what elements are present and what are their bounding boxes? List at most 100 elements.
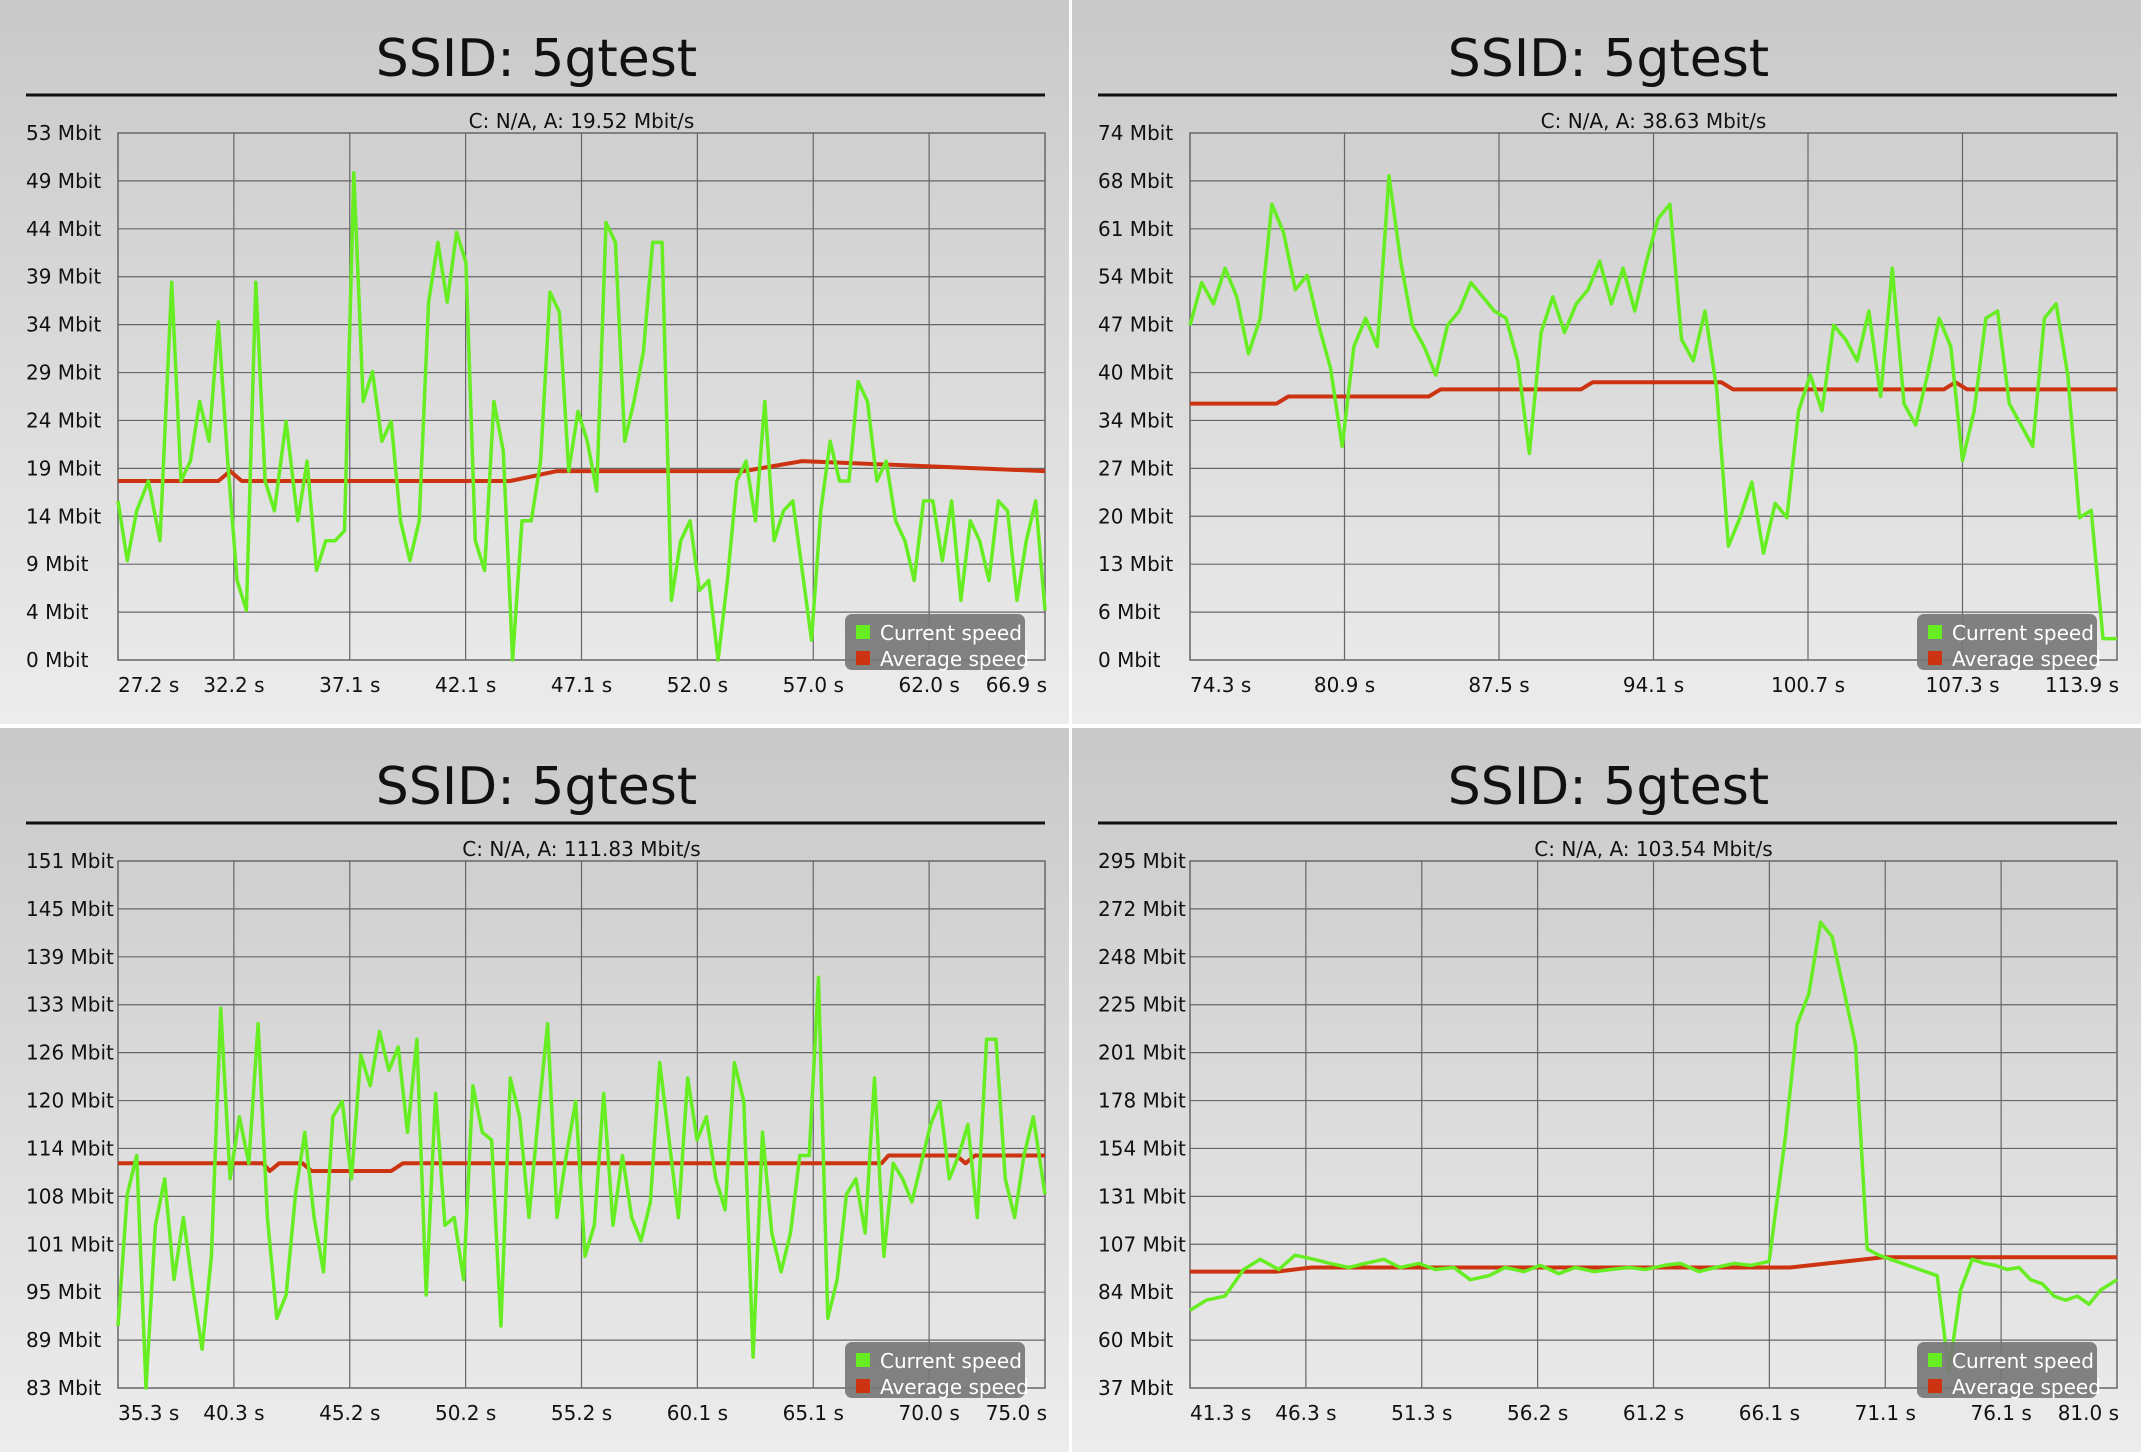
- x-tick-label: 56.2 s: [1507, 1401, 1568, 1425]
- y-tick-label: 114 Mbit: [26, 1136, 114, 1160]
- chart-panel-3: SSID: 5gtest C: N/A, A: 111.83 Mbit/s 83 M…: [0, 728, 1069, 1452]
- legend-swatch-current: [856, 1353, 870, 1367]
- y-tick-label: 272 Mbit: [1098, 897, 1186, 921]
- x-tick-label: 74.3 s: [1190, 673, 1251, 697]
- legend-box: [845, 614, 1025, 670]
- y-tick-label: 20 Mbit: [1098, 504, 1173, 528]
- chart-panel-4: SSID: 5gtest C: N/A, A: 103.54 Mbit/s 37 M…: [1072, 728, 2141, 1452]
- chart-subtitle: C: N/A, A: 38.63 Mbit/s: [1541, 109, 1767, 133]
- y-tick-label: 74 Mbit: [1098, 121, 1173, 145]
- x-tick-label: 55.2 s: [551, 1401, 612, 1425]
- panel-background: [1072, 728, 2141, 1452]
- legend-swatch-current: [1928, 1353, 1942, 1367]
- chart-svg: SSID: 5gtest C: N/A, A: 19.52 Mbit/s 0 Mbi…: [0, 0, 1069, 724]
- legend-swatch-average: [856, 651, 870, 665]
- current-speed-line: [116, 171, 1047, 662]
- legend-label-average: Average speed: [1952, 647, 2101, 671]
- y-tick-label: 0 Mbit: [1098, 648, 1161, 672]
- chart-title: SSID: 5gtest: [1448, 29, 1769, 89]
- y-tick-label: 131 Mbit: [1098, 1184, 1186, 1208]
- chart-svg: SSID: 5gtest C: N/A, A: 38.63 Mbit/s 0 Mbi…: [1072, 0, 2141, 724]
- y-tick-label: 49 Mbit: [26, 169, 101, 193]
- x-tick-label: 76.1 s: [1970, 1401, 2031, 1425]
- y-tick-label: 4 Mbit: [26, 600, 89, 624]
- panel-background: [0, 728, 1069, 1452]
- y-tick-label: 295 Mbit: [1098, 849, 1186, 873]
- y-tick-label: 14 Mbit: [26, 504, 101, 528]
- legend-box: [845, 1342, 1025, 1398]
- y-tick-label: 37 Mbit: [1098, 1376, 1173, 1400]
- current-speed-line: [1188, 173, 2117, 641]
- y-tick-label: 178 Mbit: [1098, 1089, 1186, 1113]
- x-tick-label: 75.0 s: [986, 1401, 1047, 1425]
- y-tick-label: 139 Mbit: [26, 945, 114, 969]
- x-tick-label: 57.0 s: [783, 673, 844, 697]
- y-tick-label: 6 Mbit: [1098, 600, 1161, 624]
- y-tick-label: 40 Mbit: [1098, 361, 1173, 385]
- x-tick-label: 27.2 s: [118, 673, 179, 697]
- x-tick-label: 61.2 s: [1623, 1401, 1684, 1425]
- legend-label-average: Average speed: [1952, 1375, 2101, 1399]
- legend-box: [1917, 614, 2097, 670]
- y-tick-label: 60 Mbit: [1098, 1328, 1173, 1352]
- y-tick-label: 107 Mbit: [1098, 1232, 1186, 1256]
- current-speed-line: [116, 975, 1047, 1390]
- y-tick-label: 151 Mbit: [26, 849, 114, 873]
- y-tick-label: 225 Mbit: [1098, 993, 1186, 1017]
- x-tick-label: 70.0 s: [898, 1401, 959, 1425]
- y-tick-label: 101 Mbit: [26, 1232, 114, 1256]
- panel-background: [0, 0, 1069, 724]
- current-speed-line: [1189, 920, 2118, 1374]
- y-tick-label: 47 Mbit: [1098, 313, 1173, 337]
- legend-swatch-current: [856, 625, 870, 639]
- y-tick-label: 61 Mbit: [1098, 217, 1173, 241]
- x-tick-label: 66.9 s: [986, 673, 1047, 697]
- y-tick-label: 133 Mbit: [26, 993, 114, 1017]
- x-tick-label: 50.2 s: [435, 1401, 496, 1425]
- x-tick-label: 51.3 s: [1391, 1401, 1452, 1425]
- chart-subtitle: C: N/A, A: 103.54 Mbit/s: [1534, 837, 1772, 861]
- chart-svg: SSID: 5gtest C: N/A, A: 111.83 Mbit/s 83 M…: [0, 728, 1069, 1452]
- x-tick-label: 80.9 s: [1314, 673, 1375, 697]
- y-tick-label: 120 Mbit: [26, 1089, 114, 1113]
- y-tick-label: 68 Mbit: [1098, 169, 1173, 193]
- x-tick-label: 46.3 s: [1275, 1401, 1336, 1425]
- x-tick-label: 40.3 s: [203, 1401, 264, 1425]
- legend-label-average: Average speed: [880, 1375, 1029, 1399]
- chart-panel-2: SSID: 5gtest C: N/A, A: 38.63 Mbit/s 0 Mbi…: [1072, 0, 2141, 724]
- y-tick-label: 39 Mbit: [26, 265, 101, 289]
- x-tick-label: 113.9 s: [2045, 673, 2119, 697]
- x-tick-label: 107.3 s: [1925, 673, 1999, 697]
- x-tick-label: 52.0 s: [667, 673, 728, 697]
- y-tick-label: 44 Mbit: [26, 217, 101, 241]
- x-tick-label: 65.1 s: [783, 1401, 844, 1425]
- chart-title: SSID: 5gtest: [1448, 757, 1769, 817]
- y-tick-label: 24 Mbit: [26, 408, 101, 432]
- x-tick-label: 81.0 s: [2058, 1401, 2119, 1425]
- y-tick-label: 83 Mbit: [26, 1376, 101, 1400]
- y-tick-label: 126 Mbit: [26, 1041, 114, 1065]
- y-tick-label: 13 Mbit: [1098, 552, 1173, 576]
- y-tick-label: 34 Mbit: [1098, 408, 1173, 432]
- x-tick-label: 37.1 s: [319, 673, 380, 697]
- legend-swatch-current: [1928, 625, 1942, 639]
- chart-title: SSID: 5gtest: [376, 757, 697, 817]
- legend-swatch-average: [856, 1379, 870, 1393]
- chart-panel-1: SSID: 5gtest C: N/A, A: 19.52 Mbit/s 0 Mbi…: [0, 0, 1069, 724]
- x-tick-label: 87.5 s: [1468, 673, 1529, 697]
- x-tick-label: 35.3 s: [118, 1401, 179, 1425]
- y-tick-label: 89 Mbit: [26, 1328, 101, 1352]
- y-tick-label: 9 Mbit: [26, 552, 89, 576]
- average-speed-line: [118, 459, 1046, 483]
- x-tick-label: 94.1 s: [1623, 673, 1684, 697]
- x-tick-label: 41.3 s: [1190, 1401, 1251, 1425]
- y-tick-label: 95 Mbit: [26, 1280, 101, 1304]
- legend-label-current: Current speed: [880, 1349, 1022, 1373]
- legend-label-current: Current speed: [880, 621, 1022, 645]
- y-tick-label: 53 Mbit: [26, 121, 101, 145]
- y-tick-label: 0 Mbit: [26, 648, 89, 672]
